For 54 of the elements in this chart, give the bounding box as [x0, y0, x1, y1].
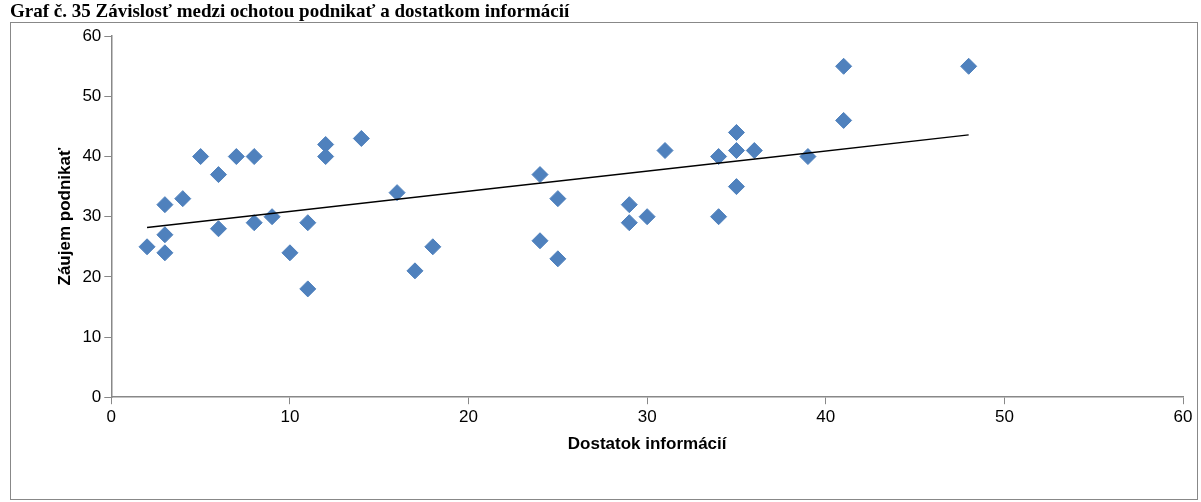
y-axis-title: Záujem podnikať — [54, 147, 74, 286]
point — [192, 148, 210, 166]
point — [960, 57, 978, 75]
point — [549, 190, 567, 208]
point — [209, 220, 227, 238]
x-axis-title: Dostatok informácií — [567, 434, 728, 454]
point — [281, 244, 299, 262]
point — [424, 238, 442, 256]
point — [156, 226, 174, 244]
point — [620, 214, 638, 232]
point — [835, 57, 853, 75]
point — [727, 142, 745, 160]
x-tick-label: 60 — [1173, 407, 1193, 427]
point — [299, 280, 317, 298]
point — [299, 214, 317, 232]
point — [745, 142, 763, 160]
point — [406, 262, 424, 280]
point — [156, 244, 174, 262]
x-tick-label: 10 — [280, 407, 300, 427]
y-tick-label: 50 — [82, 86, 102, 106]
x-tick-label: 40 — [816, 407, 836, 427]
x-tick-label: 20 — [459, 407, 478, 427]
point — [209, 166, 227, 184]
y-tick-label: 40 — [82, 146, 102, 166]
x-tick-label: 0 — [106, 407, 117, 427]
y-tick-label: 10 — [82, 326, 102, 346]
point — [227, 148, 245, 166]
y-tick-label: 0 — [91, 386, 102, 406]
point — [245, 148, 263, 166]
y-tick-label: 60 — [82, 25, 102, 45]
point — [245, 214, 263, 232]
point — [710, 148, 728, 166]
y-tick-label: 20 — [82, 266, 102, 286]
point — [656, 142, 674, 160]
point — [388, 184, 406, 202]
point — [638, 208, 656, 226]
point — [352, 129, 370, 147]
point — [727, 178, 745, 196]
point — [620, 196, 638, 214]
point — [835, 111, 853, 129]
point — [727, 123, 745, 141]
point — [317, 148, 335, 166]
point — [799, 148, 817, 166]
x-tick-label: 50 — [994, 407, 1014, 427]
point — [549, 250, 567, 268]
point — [138, 238, 156, 256]
y-tick-label: 30 — [82, 206, 102, 226]
point — [710, 208, 728, 226]
chart-title: Graf č. 35 Závislosť medzi ochotou podnikať a dostatkom informácií — [10, 0, 570, 22]
point — [174, 190, 192, 208]
point — [156, 196, 174, 214]
point — [531, 166, 549, 184]
point — [531, 232, 549, 250]
x-tick-label: 30 — [637, 407, 657, 427]
